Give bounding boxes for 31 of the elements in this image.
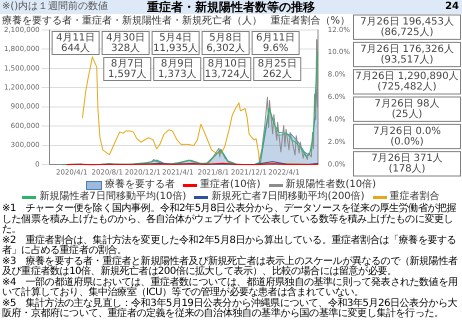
annotation: 6月11日 9.6% bbox=[256, 32, 296, 54]
text: 7月26日 196,453人 (86,725人) bbox=[360, 16, 454, 38]
text: ※2 重症者割合は、集計方法を変更した令和2年5月8日から算出している。重症者割合は「療養を要する者」に占める重症者の割合。 bbox=[2, 234, 456, 256]
text: 7月26日 371人 (178人) bbox=[371, 153, 443, 175]
legend-label: 療養を要する者 bbox=[104, 179, 175, 190]
text: ※4 一部の都道府県においては、重症者数については、都道府県独自の基準に則って発表された数値を用いて計算しており、集中治療室（ICU）等での管理が必要な患者は含まれていない。 bbox=[2, 276, 459, 298]
chart-title: 重症者・新規陽性者数等の推移 bbox=[147, 0, 315, 14]
y2-axis-title: 重症者割合（%） bbox=[270, 14, 350, 27]
text: 7月26日 0.0% (0.0%) bbox=[373, 126, 441, 148]
annotation: 8月7日 1,597人 bbox=[108, 58, 147, 80]
text: ※1 チャーター便を除く国内事例。令和2年5月8日公表分から、データソースを従来の厚生労働省が把握した個票を積み上げたものから、各自治体がウェブサイトで公表している数等を積み上げたものに変更した。 bbox=[2, 203, 458, 235]
annotation: 8月10日 13,724人 bbox=[204, 58, 250, 80]
annotation: 8月25日 262人 bbox=[258, 58, 297, 80]
legend-label: 新規陽性者7日間移動平均(10倍) bbox=[39, 191, 186, 202]
legend-label: 新規陽性者数(10倍) bbox=[286, 179, 376, 190]
text: 7月26日 176,326人 (93,517人) bbox=[360, 44, 454, 66]
text: ※()内は１週間前の数値 bbox=[2, 1, 108, 13]
text: 7月26日 1,290,890人 (725,482人) bbox=[355, 71, 459, 93]
y-axis-title: 療養を要する者・重症者・新規陽性者・新規死亡者（人） bbox=[2, 14, 262, 27]
legend-label: 重症者(10倍) bbox=[200, 179, 260, 190]
annotation: 8月9日 1,373人 bbox=[158, 58, 197, 80]
text: ※3 療養を要する者・重症者と新規陽性者及び新規死亡者は表示上のスケールが異なるので（新規陽性者及び重症者数は10倍、新規死亡者は200倍に拡大して表示）、比較の場合には留意が必要。 bbox=[2, 256, 459, 277]
annotation: 4月11日 644人 bbox=[56, 32, 96, 54]
annotation: 5月4日 11,935人 bbox=[153, 32, 198, 54]
legend-label: 重症者割合 bbox=[390, 191, 440, 202]
annotation: 5月8日 6,302人 bbox=[206, 32, 245, 54]
text: 24 bbox=[445, 1, 459, 13]
text: ※5 集計方法の主な見直し：令和3年5月19日公表分から沖縄県について、令和3年5月26日公表分から大阪府・京都府について、重症者の定義を従来の自治体独自の基準から国の基準に変更し集計を行った。 bbox=[2, 298, 458, 320]
text: 7月26日 98人 (25人) bbox=[374, 98, 440, 120]
annotation: 4月30日 328人 bbox=[106, 32, 146, 54]
legend-label: 新規死亡者7日間移動平均(200倍) bbox=[211, 191, 365, 202]
